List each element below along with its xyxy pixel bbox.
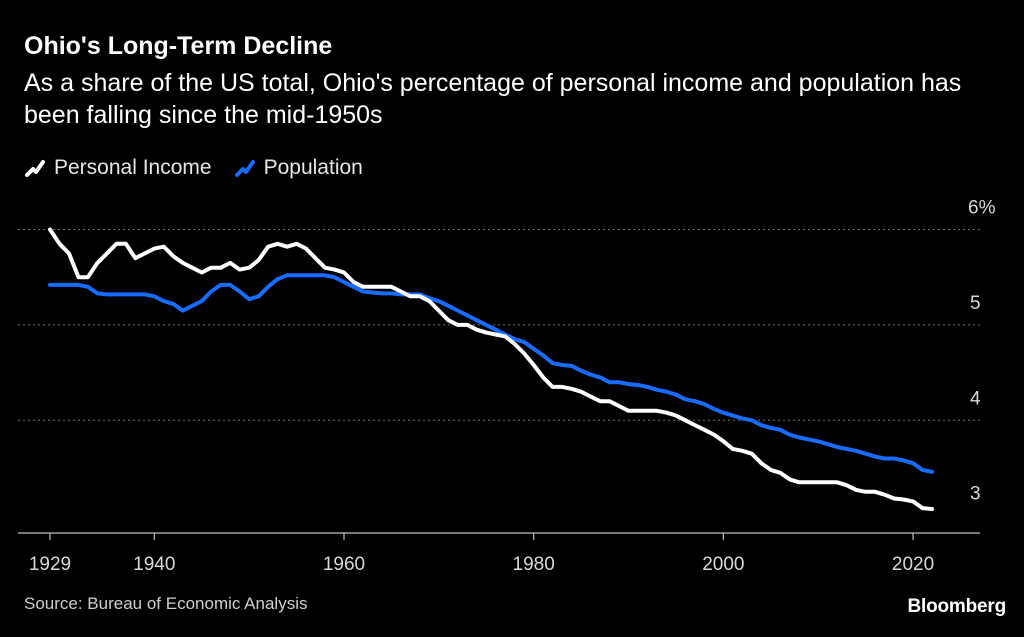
source-note: Source: Bureau of Economic Analysis bbox=[24, 594, 308, 613]
y-tick-label-6: 6% bbox=[968, 198, 996, 219]
series-line-population bbox=[48, 273, 934, 474]
legend-swatch-population-icon bbox=[234, 160, 255, 177]
legend-item-population: Population bbox=[234, 156, 363, 180]
x-tick-label-1929: 1929 bbox=[29, 554, 71, 575]
x-tick-label-2000: 2000 bbox=[702, 554, 744, 575]
legend-swatch-personal-income-icon bbox=[25, 160, 45, 177]
chart-title: Ohio's Long-Term Decline bbox=[24, 32, 333, 60]
chart-subtitle: As a share of the US total, Ohio's perce… bbox=[24, 69, 962, 129]
legend: Personal Income Population bbox=[24, 156, 363, 180]
legend-item-personal-income: Personal Income bbox=[24, 156, 212, 180]
series-line-personal-income bbox=[48, 227, 934, 511]
x-tick-label-2020: 2020 bbox=[892, 554, 934, 575]
legend-label-population: Population bbox=[263, 156, 363, 179]
legend-label-personal-income: Personal Income bbox=[54, 156, 212, 179]
x-tick-label-1940: 1940 bbox=[133, 554, 175, 575]
y-tick-label-4: 4 bbox=[970, 388, 981, 409]
x-tick-label-1980: 1980 bbox=[513, 554, 555, 575]
x-tick-label-1960: 1960 bbox=[323, 554, 365, 575]
y-tick-label-5: 5 bbox=[970, 293, 981, 314]
y-tick-label-3: 3 bbox=[970, 484, 981, 505]
bloomberg-logo: Bloomberg bbox=[907, 596, 1007, 617]
